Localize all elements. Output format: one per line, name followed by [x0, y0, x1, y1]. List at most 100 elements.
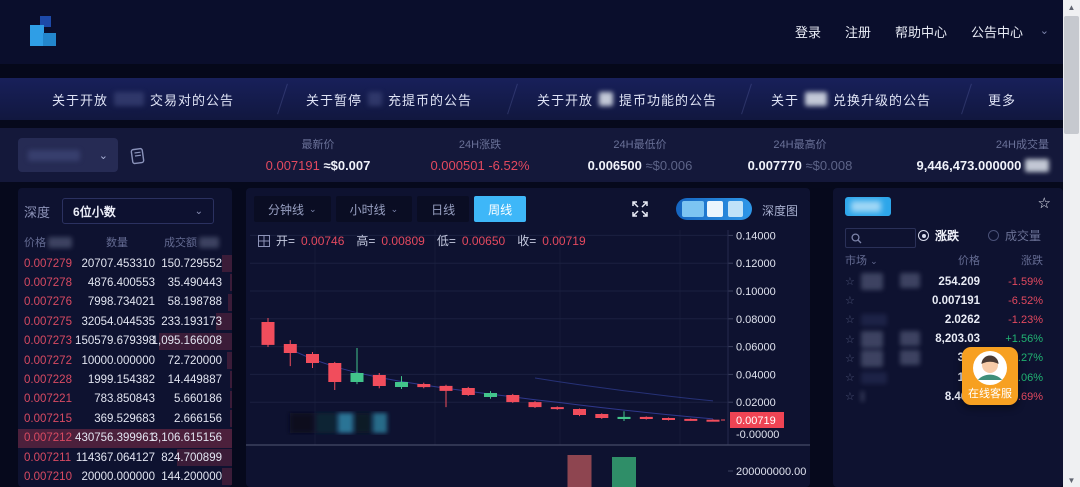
amount-header: 数量 — [106, 237, 128, 249]
interval-tab-小时线[interactable]: 小时线 ⌄ — [335, 196, 413, 222]
chart-zoom-slider[interactable] — [676, 198, 752, 220]
order-book-row[interactable]: 0.007215 369.529683 2.666156 — [18, 409, 232, 428]
online-support-widget[interactable]: 在线客服 — [962, 347, 1018, 405]
scrollbar-down-arrow[interactable]: ▼ — [1067, 475, 1076, 485]
brand-logo-icon[interactable] — [30, 16, 60, 48]
total-header: 成交额 — [164, 234, 219, 250]
depth-bar — [216, 313, 232, 331]
market-column-header[interactable]: 市场 ⌄ — [845, 255, 878, 267]
announcement-item-5[interactable]: 更多 — [988, 78, 1016, 120]
announcement-text: 兑换升级的公告 — [833, 92, 932, 108]
favorite-star-icon[interactable]: ☆ — [845, 314, 855, 327]
interval-tab-日线[interactable]: 日线 — [417, 196, 470, 222]
announcement-text: 交易对的公告 — [150, 92, 235, 108]
chevron-down-icon: ⌄ — [309, 203, 317, 214]
announcement-item-3[interactable]: 关于开放 提币功能的公告 — [537, 78, 717, 120]
chevron-down-icon: ⌄ — [390, 203, 399, 214]
favorite-star-icon[interactable]: ☆ — [845, 391, 855, 404]
ask-price: 0.007212 — [24, 432, 72, 445]
market-row[interactable]: ☆ 254.209 -1.59% — [833, 272, 1063, 291]
ticker-stat-1: 最新价 0.007191 ≈$0.007 — [266, 136, 371, 173]
market-rows: ☆ 254.209 -1.59% ☆ 0.007191 -6.52% ☆ 2.0262 -1.2… — [833, 272, 1063, 406]
chevron-down-icon: ⌄ — [194, 205, 204, 217]
svg-text:0.10000: 0.10000 — [736, 286, 776, 298]
ask-amount: 4876.400553 — [87, 277, 155, 290]
censored-market-name — [861, 330, 920, 348]
favorite-star-icon[interactable]: ☆ — [845, 295, 855, 308]
order-book-headers: 价格 数量 成交额 — [18, 234, 232, 250]
favorite-star-icon[interactable]: ☆ — [845, 352, 855, 365]
order-book-row[interactable]: 0.007228 1999.154382 14.449887 — [18, 370, 232, 389]
order-book-row[interactable]: 0.007275 32054.044535 233.193173 — [18, 312, 232, 331]
announcement-item-1[interactable]: 关于开放 交易对的公告 — [52, 78, 234, 120]
header-link-帮助中心[interactable]: 帮助中心 — [894, 25, 947, 40]
header-link-公告中心[interactable]: 公告中心 — [970, 25, 1023, 40]
chevron-down-icon: ⌄ — [98, 149, 108, 162]
support-avatar-icon — [973, 351, 1007, 385]
depth-bar — [230, 371, 232, 389]
scrollbar-up-arrow[interactable]: ▲ — [1067, 2, 1076, 12]
ask-price: 0.007273 — [24, 335, 72, 348]
interval-tab-周线[interactable]: 周线 — [474, 196, 527, 222]
ask-amount: 150579.679398 — [75, 335, 155, 348]
announcement-bar: 关于开放 交易对的公告 关于暂停 充提币的公告 关于开放 提币功能的公告 关于 兑换升级的公告… — [0, 78, 1063, 120]
ticker-bar: ⌄ 最新价 0.007191 ≈$0.007 24H涨跌 0.000501 -6.52… — [0, 128, 1063, 182]
ask-amount: 20000.000000 — [81, 470, 155, 483]
header-link-登录[interactable]: 登录 — [794, 25, 821, 40]
favorites-star-icon[interactable]: ☆ — [1037, 195, 1051, 212]
depth-bar — [222, 468, 232, 486]
censored-watermark — [290, 413, 387, 433]
censored-pair-name — [28, 149, 80, 161]
market-change: +1.56% — [1005, 333, 1043, 346]
ask-amount: 20707.453310 — [81, 257, 155, 270]
announcement-text: 关于开放 — [537, 92, 594, 108]
precision-select[interactable]: 6位小数 ⌄ — [62, 198, 215, 224]
favorite-star-icon[interactable]: ☆ — [845, 372, 855, 385]
chevron-down-icon[interactable]: ⌄ — [1039, 25, 1049, 37]
stat-value: 0.006500 — [587, 158, 642, 173]
ask-total: 72.720000 — [167, 354, 222, 367]
header-link-注册[interactable]: 注册 — [844, 25, 871, 40]
market-row[interactable]: ☆ 2.0262 -1.23% — [833, 310, 1063, 329]
fullscreen-icon[interactable] — [630, 199, 650, 219]
scrollbar-thumb[interactable] — [1064, 16, 1079, 134]
order-book-row[interactable]: 0.007210 20000.000000 144.200000 — [18, 467, 232, 486]
pair-selector[interactable]: ⌄ — [18, 138, 118, 172]
ledger-icon[interactable] — [129, 147, 147, 165]
sort-radio-成交量[interactable]: 成交量 — [988, 227, 1041, 244]
order-book-row[interactable]: 0.007221 783.850843 5.660186 — [18, 390, 232, 409]
header-links: 登录 注册 帮助中心 公告中心 — [795, 22, 1023, 41]
sort-radio-涨跌[interactable]: 涨跌 — [918, 227, 959, 244]
depth-chart-toggle[interactable]: 深度图 — [762, 204, 799, 218]
radio-label: 成交量 — [1005, 229, 1042, 243]
market-tab-badge[interactable] — [845, 197, 891, 216]
chart-interval-tabs: 分钟线 ⌄ 小时线 ⌄ 日线 周线 — [254, 196, 527, 222]
market-row[interactable]: ☆1.74+0.06% — [833, 368, 1063, 387]
grid-icon[interactable] — [258, 234, 270, 247]
market-row[interactable]: ☆ 0.007191 -6.52% — [833, 291, 1063, 310]
ticker-stat-5: 24H成交量 9,446,473.000000 — [917, 136, 1049, 173]
ask-price: 0.007279 — [24, 257, 72, 270]
censored-coin-symbol — [1025, 159, 1049, 172]
favorite-star-icon[interactable]: ☆ — [845, 276, 855, 289]
order-book-row[interactable]: 0.007211 114367.064127 824.700899 — [18, 448, 232, 467]
market-row[interactable]: ☆ 8,203.03 +1.56% — [833, 330, 1063, 349]
legend-key: 低= — [436, 234, 456, 248]
stat-subvalue: ≈$0.006 — [645, 158, 693, 173]
market-search-input[interactable] — [845, 228, 916, 248]
order-book-row[interactable]: 0.007278 4876.400553 35.490443 — [18, 273, 232, 292]
order-book-row[interactable]: 0.007212 430756.399961 3,106.615156 — [18, 428, 232, 448]
order-book-panel: 深度 6位小数 ⌄ 价格 数量 成交额 0.007279 20707.453310… — [18, 188, 232, 487]
candlestick-chart[interactable]: 0.14000 0.12000 0.10000 0.08000 0.06000 0.040… — [246, 188, 810, 487]
depth-bar — [227, 351, 232, 369]
order-book-row[interactable]: 0.007276 7998.734021 58.198788 — [18, 293, 232, 312]
favorite-star-icon[interactable]: ☆ — [845, 333, 855, 346]
interval-tab-分钟线[interactable]: 分钟线 ⌄ — [254, 196, 331, 222]
announcement-item-4[interactable]: 关于 兑换升级的公告 — [771, 78, 931, 120]
market-row[interactable]: ☆8.4600-0.69% — [833, 387, 1063, 406]
announcement-item-2[interactable]: 关于暂停 充提币的公告 — [306, 78, 472, 120]
order-book-row[interactable]: 0.007273 150579.679398 1,095.166008 — [18, 332, 232, 351]
order-book-row[interactable]: 0.007279 20707.453310 150.729552 — [18, 254, 232, 273]
order-book-row[interactable]: 0.007272 10000.000000 72.720000 — [18, 351, 232, 370]
market-row[interactable]: ☆3.72+0.27% — [833, 349, 1063, 368]
